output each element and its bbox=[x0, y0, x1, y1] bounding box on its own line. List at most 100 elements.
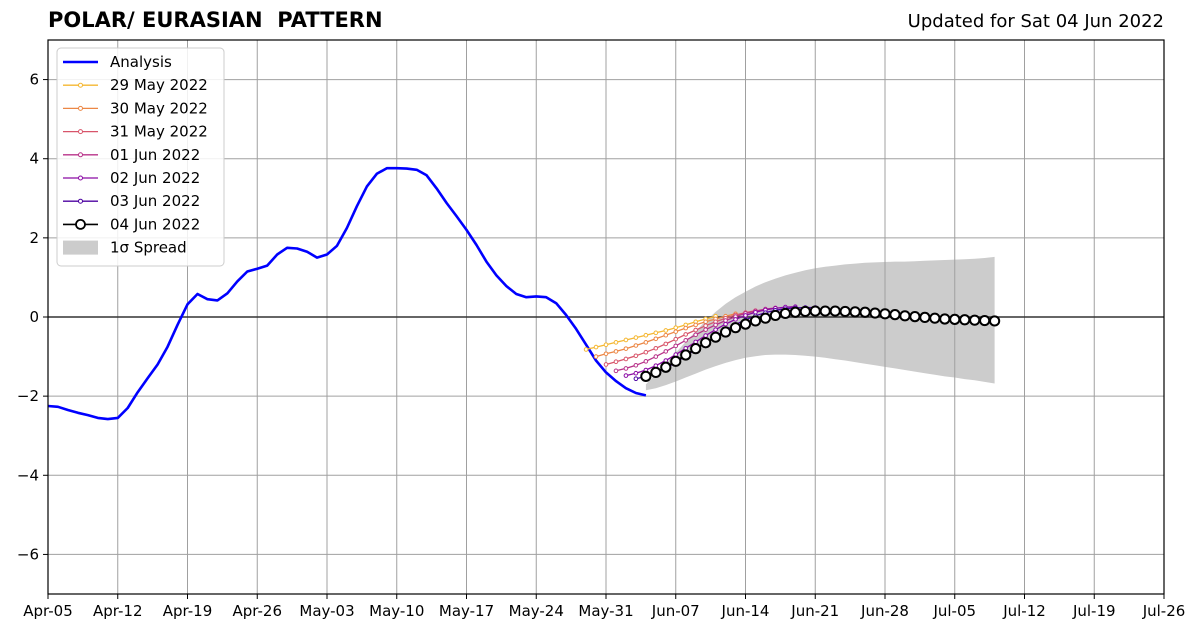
forecast-point bbox=[899, 310, 911, 322]
forecast-point bbox=[623, 346, 629, 351]
forecast-point bbox=[939, 313, 951, 325]
forecast-point bbox=[869, 307, 881, 319]
x-tick-label: May-24 bbox=[509, 602, 564, 620]
forecast-point bbox=[643, 349, 649, 355]
forecast-point bbox=[989, 315, 1001, 327]
forecast-point bbox=[663, 328, 669, 333]
forecast-point bbox=[680, 349, 692, 361]
forecast-point bbox=[653, 330, 659, 336]
forecast-point bbox=[700, 337, 712, 349]
chart-title: POLAR/ EURASIAN PATTERN bbox=[48, 8, 383, 32]
y-tick-label: −2 bbox=[17, 387, 39, 405]
forecast-point bbox=[979, 314, 991, 327]
forecast-point bbox=[653, 345, 659, 351]
forecast-point bbox=[613, 349, 619, 354]
legend-marker bbox=[78, 175, 83, 181]
updated-date: Updated for Sat 04 Jun 2022 bbox=[907, 11, 1164, 32]
forecast-point bbox=[653, 336, 659, 342]
forecast-point bbox=[650, 366, 662, 378]
forecast-point bbox=[829, 305, 841, 317]
legend-marker bbox=[75, 218, 86, 230]
legend-label: Analysis bbox=[110, 53, 172, 71]
forecast-point bbox=[640, 370, 652, 382]
forecast-point bbox=[633, 362, 639, 368]
x-tick-label: Jul-12 bbox=[1002, 602, 1046, 620]
x-tick-label: Apr-12 bbox=[93, 602, 143, 620]
series-layer bbox=[47, 166, 1001, 421]
y-tick-label: −6 bbox=[17, 545, 39, 563]
y-tick-label: 2 bbox=[29, 229, 39, 247]
forecast-point bbox=[753, 309, 758, 315]
forecast-point bbox=[710, 331, 722, 343]
forecast-point bbox=[723, 321, 728, 327]
forecast-point bbox=[623, 366, 629, 371]
forecast-point bbox=[670, 355, 682, 367]
forecast-point bbox=[839, 305, 851, 318]
forecast-point bbox=[789, 306, 801, 318]
forecast-point bbox=[919, 311, 931, 323]
x-tick-label: Jul-05 bbox=[932, 602, 976, 620]
forecast-point bbox=[633, 370, 639, 376]
forecast-point bbox=[713, 322, 718, 328]
forecast-point bbox=[693, 322, 698, 328]
forecast-point bbox=[603, 342, 609, 348]
forecast-point bbox=[959, 314, 971, 326]
x-tick-label: Jul-19 bbox=[1072, 602, 1116, 620]
forecast-point bbox=[613, 368, 619, 374]
forecast-point bbox=[633, 343, 639, 348]
forecast-point bbox=[623, 373, 629, 378]
forecast-point bbox=[643, 359, 649, 364]
spread-band bbox=[645, 256, 995, 391]
forecast-point bbox=[879, 308, 891, 320]
forecast-point bbox=[583, 347, 589, 352]
forecast-point bbox=[663, 332, 669, 338]
y-tick-label: 0 bbox=[29, 308, 39, 326]
forecast-point bbox=[633, 353, 639, 359]
forecast-point bbox=[703, 323, 708, 329]
legend: Analysis 29 May 2022 30 May 2022 31 May 202… bbox=[56, 47, 225, 267]
x-tick-label: Apr-19 bbox=[163, 602, 213, 620]
forecast-point bbox=[703, 327, 708, 332]
forecast-point bbox=[673, 325, 679, 330]
forecast-point bbox=[660, 361, 672, 373]
x-tick-label: Jun-14 bbox=[721, 602, 770, 620]
forecast-point bbox=[889, 309, 901, 321]
x-tick-label: Jun-21 bbox=[790, 602, 839, 620]
forecast-point bbox=[613, 340, 619, 345]
forecast-point bbox=[690, 343, 702, 355]
y-tick-label: 6 bbox=[29, 71, 39, 89]
forecast-point bbox=[593, 354, 599, 359]
forecast-point bbox=[633, 376, 639, 382]
forecast-point bbox=[733, 317, 738, 322]
forecast-point bbox=[673, 336, 679, 342]
legend-label: 30 May 2022 bbox=[110, 99, 208, 117]
x-tick-label: Jul-26 bbox=[1142, 602, 1186, 620]
legend-box bbox=[56, 47, 225, 267]
forecast-point bbox=[819, 305, 831, 317]
forecast-point bbox=[969, 314, 981, 326]
forecast-point bbox=[663, 341, 669, 347]
forecast-point bbox=[643, 340, 649, 345]
forecast-point bbox=[603, 362, 609, 367]
x-tick-label: Apr-05 bbox=[23, 602, 73, 620]
legend-label: 01 Jun 2022 bbox=[110, 146, 200, 164]
tick-layer: Apr-05 Apr-12 Apr-19 Apr-26 May-03 May-10 May-… bbox=[17, 71, 1185, 620]
forecast-point bbox=[603, 351, 609, 357]
forecast-point bbox=[949, 313, 961, 325]
forecast-point bbox=[719, 326, 732, 338]
forecast-point bbox=[633, 335, 639, 340]
legend-swatch bbox=[63, 240, 98, 255]
legend-marker bbox=[78, 129, 83, 135]
x-tick-label: May-03 bbox=[299, 602, 354, 620]
legend-label: 29 May 2022 bbox=[110, 76, 208, 94]
forecast-point bbox=[723, 318, 728, 323]
legend-label: 1σ Spread bbox=[110, 239, 187, 257]
y-tick-label: −4 bbox=[17, 466, 39, 484]
forecast-point bbox=[799, 305, 811, 318]
forecast-point bbox=[683, 332, 689, 337]
forecast-point bbox=[859, 306, 871, 318]
legend-marker bbox=[78, 82, 83, 88]
legend-label: 04 Jun 2022 bbox=[110, 215, 200, 233]
x-tick-label: Jun-07 bbox=[651, 602, 700, 620]
